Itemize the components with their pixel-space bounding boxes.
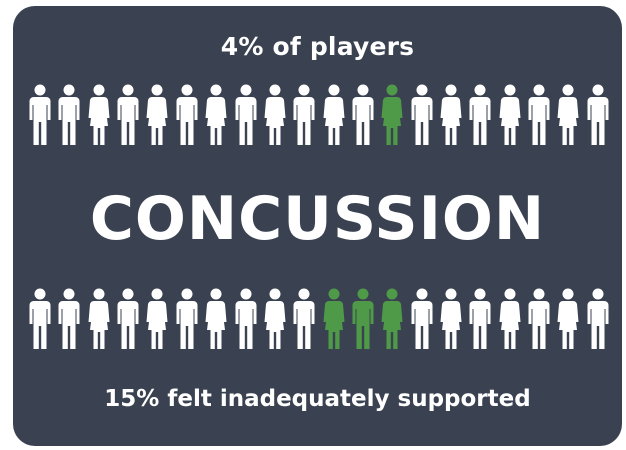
male-person-icon <box>235 288 257 349</box>
male-person-icon <box>29 84 51 145</box>
male-person-icon <box>293 288 315 349</box>
male-person-icon <box>587 84 609 145</box>
bottom-caption: 15% felt inadequately supported <box>104 386 531 412</box>
female-person-icon <box>499 288 521 349</box>
male-person-icon <box>29 288 51 349</box>
male-person-icon <box>117 84 139 145</box>
male-person-icon <box>58 84 80 145</box>
highlighted-male-person-icon <box>352 288 374 349</box>
male-person-icon <box>176 288 198 349</box>
highlighted-female-person-icon <box>323 288 345 349</box>
female-person-icon <box>557 84 579 145</box>
female-person-icon <box>205 288 227 349</box>
female-person-icon <box>557 288 579 349</box>
male-person-icon <box>411 288 433 349</box>
bottom-people-row <box>29 288 609 350</box>
female-person-icon <box>440 84 462 145</box>
female-person-icon <box>440 288 462 349</box>
female-person-icon <box>264 288 286 349</box>
male-person-icon <box>235 84 257 145</box>
top-caption: 4% of players <box>220 32 415 61</box>
infographic-card: 4% of players CONCUSSION 15% felt inadeq… <box>13 6 622 446</box>
male-person-icon <box>411 84 433 145</box>
male-person-icon <box>528 288 550 349</box>
highlighted-female-person-icon <box>381 84 403 145</box>
female-person-icon <box>499 84 521 145</box>
female-person-icon <box>146 288 168 349</box>
top-people-row <box>29 84 609 146</box>
male-person-icon <box>176 84 198 145</box>
headline: CONCUSSION <box>89 184 546 254</box>
male-person-icon <box>117 288 139 349</box>
highlighted-female-person-icon <box>381 288 403 349</box>
female-person-icon <box>146 84 168 145</box>
male-person-icon <box>469 288 491 349</box>
male-person-icon <box>528 84 550 145</box>
male-person-icon <box>58 288 80 349</box>
female-person-icon <box>323 84 345 145</box>
male-person-icon <box>293 84 315 145</box>
female-person-icon <box>88 288 110 349</box>
male-person-icon <box>469 84 491 145</box>
male-person-icon <box>352 84 374 145</box>
female-person-icon <box>205 84 227 145</box>
female-person-icon <box>88 84 110 145</box>
male-person-icon <box>587 288 609 349</box>
female-person-icon <box>264 84 286 145</box>
